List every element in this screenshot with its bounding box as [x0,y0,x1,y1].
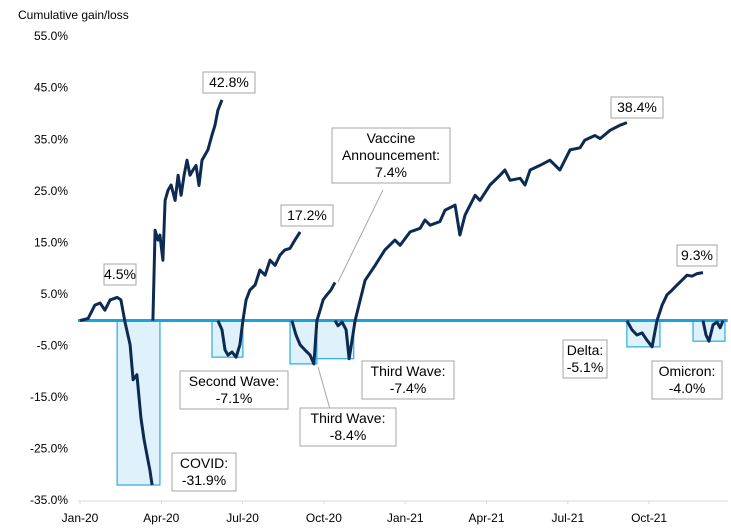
annotation-box [610,96,664,119]
y-tick-label: 55.0% [34,29,68,43]
drawdown-label: Delta: [567,342,604,358]
drawdown-label: COVID: [180,455,228,471]
annotation: 7.4% [375,164,407,180]
annotation-box [202,71,256,94]
leader-line [317,366,331,410]
drawdown-label-box [179,370,289,410]
drawdown-label: -4.0% [669,380,706,396]
annotation: 17.2% [287,207,327,223]
x-tick-label: Jul-21 [551,511,584,525]
x-tick-label: Oct-21 [631,511,667,525]
drawdown-label-box [171,452,237,492]
y-tick-label: 45.0% [34,81,68,95]
y-tick-label: 25.0% [34,184,68,198]
y-tick-label: -35.0% [30,493,68,507]
annotation: 9.3% [681,247,713,263]
annotation-box [103,263,137,286]
y-tick-label: 15.0% [34,235,68,249]
annotation: 42.8% [209,74,249,90]
annotation-box [280,204,334,227]
drawdown-label: Omicron: [659,363,716,379]
line-series [333,319,357,361]
annotation: 38.4% [617,99,657,115]
drawdown-label: -8.4% [330,427,367,443]
drawdown-label-box [361,360,455,400]
annotation: Announcement: [342,147,440,163]
line-series [290,281,337,366]
drawdown-label-box [651,360,723,400]
leader-line [337,189,384,283]
y-tick-label: -15.0% [30,390,68,404]
drawdown-label: -31.9% [182,472,226,488]
line-series [655,271,704,322]
drawdown-label: Third Wave: [371,363,446,379]
drawdown-label: -5.1% [567,359,604,375]
annotation: Vaccine [367,130,416,146]
annotation: 4.5% [104,266,136,282]
x-tick-label: Apr-21 [468,511,504,525]
annotation-box [676,244,718,267]
annotation-box [331,127,451,184]
drawdown-label-box [299,407,397,447]
line-series [701,320,725,343]
drawdown-label: -7.1% [216,390,253,406]
line-series [79,295,154,486]
y-tick-label: 35.0% [34,132,68,146]
chart-title: Cumulative gain/loss [18,8,129,22]
line-series [625,319,659,349]
x-tick-label: Jan-21 [387,511,424,525]
x-tick-label: Apr-20 [143,511,179,525]
drawdown-label: Second Wave: [189,373,280,389]
drawdown-label-box [562,339,608,379]
line-series [353,121,628,321]
line-series [151,99,224,321]
drawdown-label: -7.4% [390,380,427,396]
x-tick-label: Jul-20 [226,511,259,525]
y-tick-label: -5.0% [37,339,69,353]
line-series [216,231,302,359]
x-tick-label: Oct-20 [306,511,342,525]
y-tick-label: -25.0% [30,442,68,456]
drawdown-label: Third Wave: [311,410,386,426]
x-tick-label: Jan-20 [62,511,99,525]
y-tick-label: 5.0% [41,287,69,301]
